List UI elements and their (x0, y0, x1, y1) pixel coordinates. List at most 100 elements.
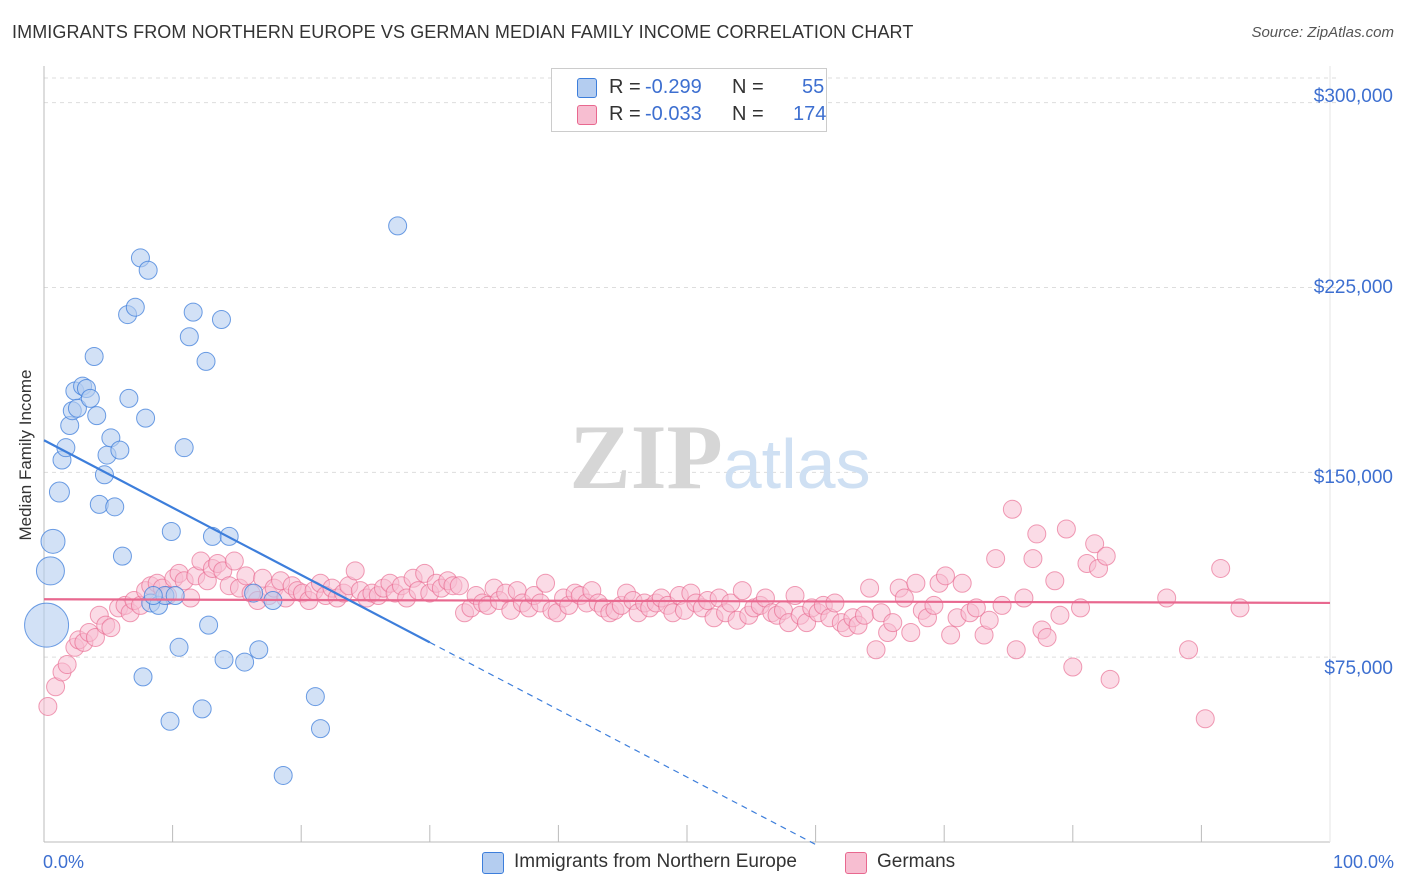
y-tick-label: $150,000 (1313, 467, 1393, 488)
bottom-legend-label: Immigrants from Northern Europe (514, 851, 797, 872)
germans-point (224, 551, 244, 571)
germans-point (825, 593, 845, 613)
germans-point (901, 623, 921, 643)
northern-europe-point (235, 652, 255, 672)
germans-point (236, 566, 256, 586)
x-tick-label-min: 0.0% (43, 852, 85, 872)
germans-point (924, 595, 944, 615)
germans-point (979, 610, 999, 630)
northern-europe-point (169, 637, 189, 657)
northern-europe-point (214, 650, 234, 670)
legend-n-value: 174 (793, 103, 827, 125)
germans-point (1037, 627, 1057, 647)
germans-point (345, 561, 365, 581)
germans-point (860, 578, 880, 598)
northern-europe-point (165, 586, 185, 606)
northern-europe-point (174, 438, 194, 458)
germans-point (1100, 669, 1120, 689)
germans-point (986, 549, 1006, 569)
germans-point (1085, 534, 1105, 554)
correlation-legend: R = -0.299 N = 55 R = -0.033 N = 174 (551, 68, 827, 132)
northern-europe-point (388, 216, 408, 236)
germans-point (536, 573, 556, 593)
northern-europe-point (87, 406, 107, 426)
northern-europe-point (196, 351, 216, 371)
germans-point (721, 593, 741, 613)
germans-point (883, 613, 903, 633)
germans-point (1027, 524, 1047, 544)
northern-europe-point (105, 497, 125, 517)
bottom-legend-swatch-blue (482, 852, 504, 874)
legend-n-label: N = (732, 76, 764, 98)
germans-point (38, 696, 58, 716)
germans-point (935, 566, 955, 586)
northern-europe-point (161, 521, 181, 541)
chart-source: Source: ZipAtlas.com (1251, 24, 1394, 41)
germans-point (1002, 499, 1022, 519)
germans-point (1056, 519, 1076, 539)
germans-trend-line (43, 598, 1331, 605)
northern-europe-point (84, 346, 104, 366)
germans-point (866, 640, 886, 660)
y-tick-label: $75,000 (1324, 658, 1393, 679)
germans-point (785, 586, 805, 606)
northern-europe-point (192, 699, 212, 719)
northern-europe-point (138, 260, 158, 280)
northern-europe-point (160, 711, 180, 731)
germans-point (894, 588, 914, 608)
germans-point (1195, 709, 1215, 729)
northern-europe-point (183, 302, 203, 322)
northern-europe-trend-extension (429, 641, 816, 845)
northern-europe-point (110, 440, 130, 460)
germans-point (1006, 640, 1026, 660)
germans-point (1014, 588, 1034, 608)
legend-swatch-blue (577, 78, 597, 98)
northern-europe-point (80, 388, 100, 408)
northern-europe-point (24, 602, 70, 648)
germans-point (732, 581, 752, 601)
germans-point (1050, 605, 1070, 625)
germans-point (854, 605, 874, 625)
legend-swatch-pink (577, 105, 597, 125)
germans-point (1157, 588, 1177, 608)
germans-point (449, 576, 469, 596)
northern-europe-point (179, 327, 199, 347)
northern-europe-trend-line (43, 439, 431, 644)
northern-europe-point (35, 556, 65, 586)
northern-europe-point (40, 528, 66, 554)
germans-point (1023, 549, 1043, 569)
chart-title: IMMIGRANTS FROM NORTHERN EUROPE VS GERMA… (12, 22, 914, 42)
northern-europe-point (211, 310, 231, 330)
watermark: ZIPatlas (569, 406, 870, 508)
legend-r-value: -0.299 (645, 76, 702, 98)
legend-n-value: 55 (802, 76, 825, 98)
northern-europe-point (273, 765, 293, 785)
bottom-legend-swatch-pink (845, 852, 867, 874)
germans-point (1063, 657, 1083, 677)
legend-n-label: N = (732, 103, 764, 125)
y-tick-label: $300,000 (1313, 86, 1393, 107)
legend-r-value: -0.033 (645, 103, 702, 125)
germans-point (941, 625, 961, 645)
northern-europe-point (244, 583, 264, 603)
legend-r-label: R = (609, 103, 641, 125)
northern-europe-point (48, 481, 70, 503)
germans-point (101, 618, 121, 638)
y-tick-label: $225,000 (1313, 277, 1393, 298)
germans-point (966, 598, 986, 618)
northern-europe-point (67, 398, 87, 418)
northern-europe-point (199, 615, 219, 635)
germans-point (992, 595, 1012, 615)
northern-europe-point (202, 526, 222, 546)
northern-europe-point (133, 667, 153, 687)
legend-r-label: R = (609, 76, 641, 98)
germans-point (1096, 546, 1116, 566)
germans-point (952, 573, 972, 593)
germans-point (57, 655, 77, 675)
northern-europe-point (112, 546, 132, 566)
northern-europe-point (125, 297, 145, 317)
northern-europe-point (310, 719, 330, 739)
germans-point (1071, 598, 1091, 618)
germans-point (1045, 571, 1065, 591)
